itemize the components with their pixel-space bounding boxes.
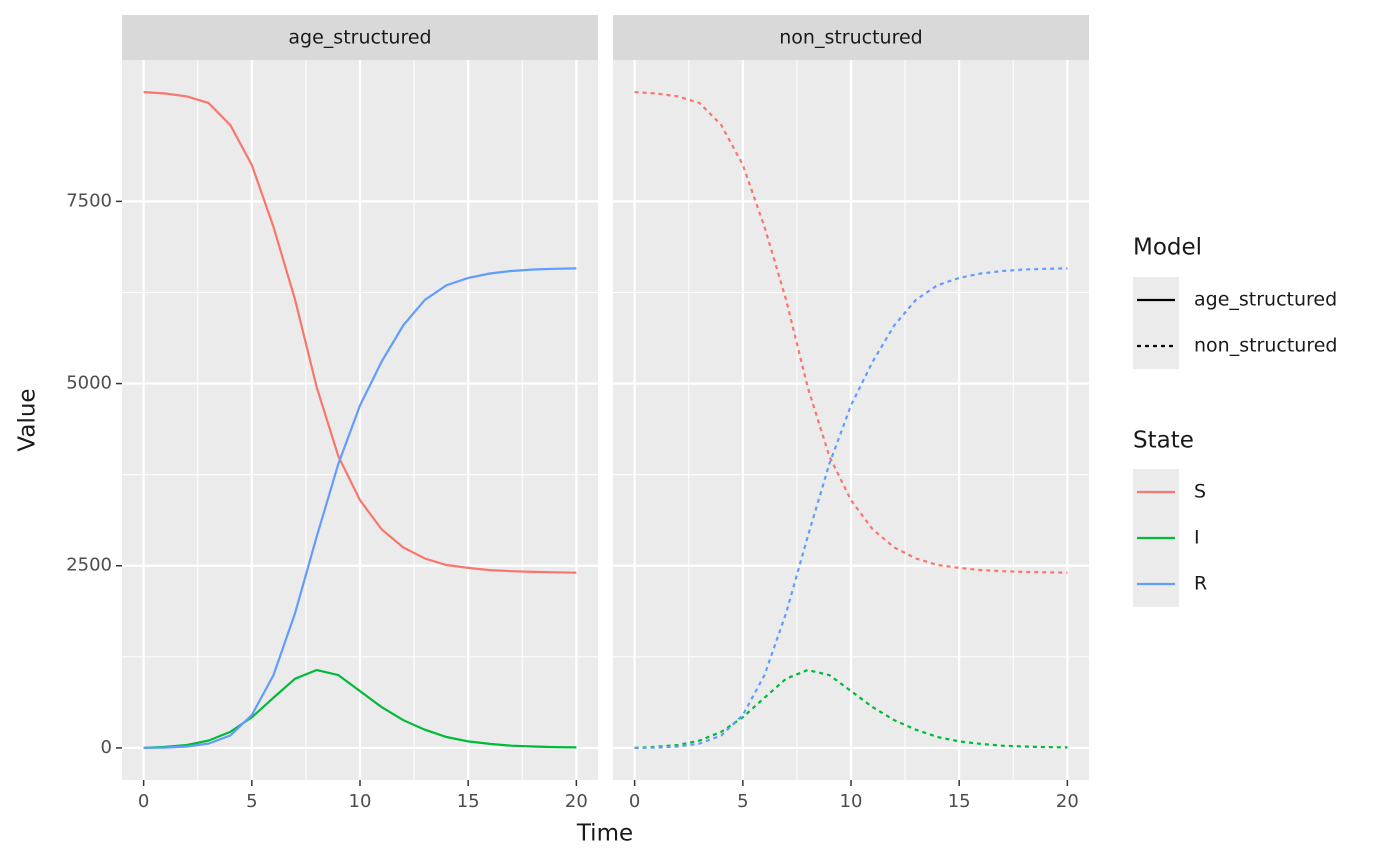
- strip: [122, 15, 598, 60]
- x-tick-label: 0: [138, 791, 149, 812]
- strip-label: age_structured: [288, 27, 431, 49]
- x-tick-label: 10: [840, 791, 863, 812]
- y-axis-title: Value: [15, 388, 41, 451]
- strip: [613, 15, 1089, 60]
- x-axis-title: Time: [576, 821, 633, 847]
- x-tick-label: 0: [629, 791, 640, 812]
- x-tick-label: 20: [565, 791, 588, 812]
- x-tick-label: 15: [948, 791, 971, 812]
- line: [143, 91, 577, 574]
- y-tick-label: 5000: [66, 373, 112, 394]
- line: [634, 267, 1068, 749]
- legend-label: age_structured: [1194, 289, 1337, 311]
- line: [634, 91, 1068, 574]
- x-tick-label: 5: [246, 791, 257, 812]
- legend-key-bg: [1133, 277, 1179, 369]
- y-tick-label: 0: [101, 737, 112, 758]
- strip-label: non_structured: [779, 27, 923, 49]
- legend-label: I: [1194, 527, 1200, 549]
- line: [143, 267, 577, 749]
- legend-label: S: [1194, 481, 1206, 503]
- x-tick-label: 15: [457, 791, 480, 812]
- line: [634, 668, 1068, 749]
- x-tick-label: 20: [1056, 791, 1079, 812]
- line: [143, 668, 577, 749]
- x-tick-label: 10: [349, 791, 372, 812]
- legend-title: Model: [1133, 235, 1202, 261]
- y-tick-label: 2500: [66, 555, 112, 576]
- legend-label: non_structured: [1194, 335, 1338, 357]
- y-tick-label: 7500: [66, 190, 112, 211]
- x-tick-label: 5: [737, 791, 748, 812]
- legend-title: State: [1133, 428, 1194, 454]
- legend-label: R: [1194, 573, 1207, 595]
